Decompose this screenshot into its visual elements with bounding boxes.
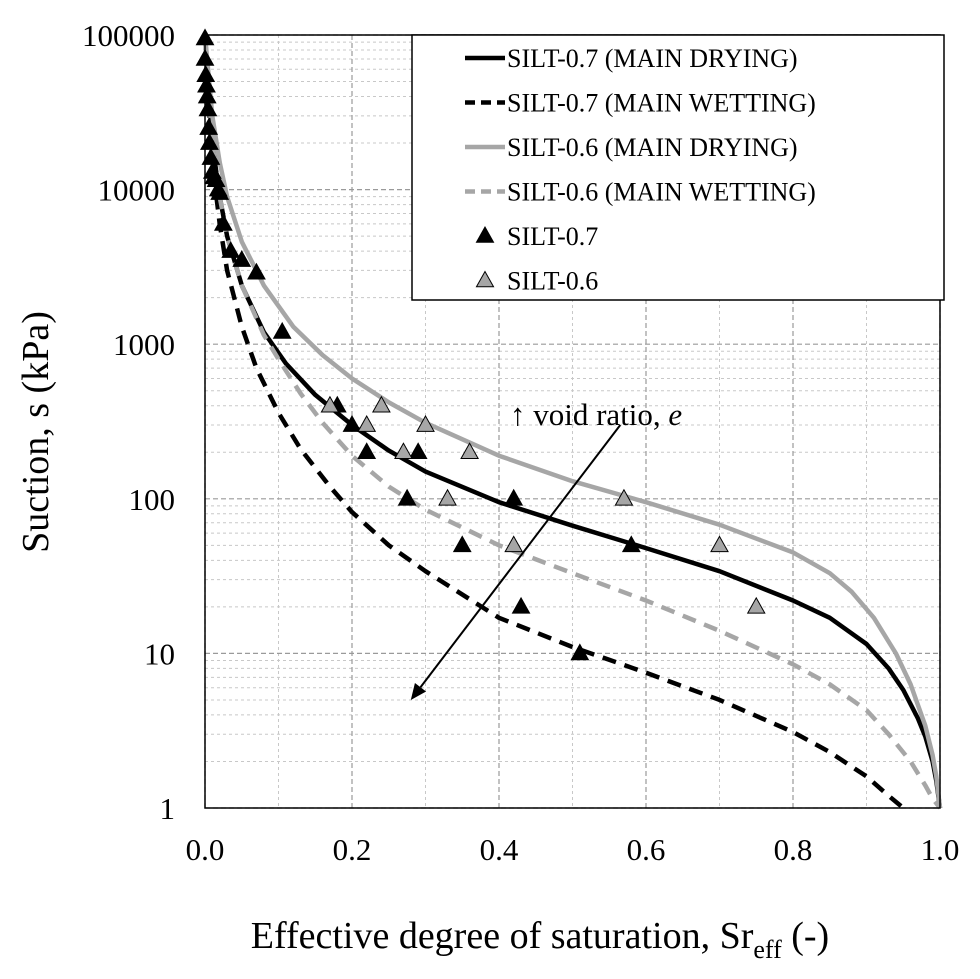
series-line-silt-0-6-main-drying: [202, 34, 943, 809]
legend-swatch: [475, 270, 495, 288]
x-tick-labels: 0.0 0.2 0.4 0.6 0.8 1.0: [186, 832, 960, 867]
data-point-silt-0-7: [504, 488, 524, 506]
data-point-silt-0-6: [460, 442, 480, 460]
data-point-silt-0-7: [272, 321, 292, 339]
x-tick-label: 0.4: [480, 832, 519, 867]
x-tick-label: 0.6: [627, 832, 666, 867]
data-point-silt-0-6: [614, 488, 634, 506]
data-point-silt-0-7: [213, 213, 233, 231]
x-tick-label: 0.8: [774, 832, 813, 867]
void-ratio-label-italic: e: [668, 397, 682, 432]
data-point-silt-0-6: [371, 395, 391, 413]
legend-item-silt-0-6-main-drying: SILT-0.6 (MAIN DRYING): [465, 133, 798, 162]
y-axis-title: Suction, s (kPa): [15, 311, 57, 553]
legend-label: SILT-0.6: [507, 267, 598, 296]
y-tick-label: 100: [129, 482, 176, 517]
legend: SILT-0.7 (MAIN DRYING) SILT-0.7 (MAIN WET…: [411, 34, 945, 301]
data-point-silt-0-7: [221, 241, 241, 258]
data-point-silt-0-7: [210, 183, 230, 200]
legend-label: SILT-0.7 (MAIN DRYING): [507, 44, 798, 73]
legend-item-silt-0-7: SILT-0.7: [475, 222, 598, 251]
data-point-silt-0-7: [342, 415, 362, 432]
legend-box: [411, 34, 945, 301]
void-ratio-arrowhead: [410, 682, 427, 700]
legend-label: SILT-0.6 (MAIN DRYING): [507, 133, 798, 162]
x-tick-label: 1.0: [921, 832, 960, 867]
legend-item-silt-0-6: SILT-0.6: [475, 267, 598, 296]
data-point-silt-0-6: [357, 415, 377, 432]
legend-label: SILT-0.7: [507, 222, 598, 251]
legend-label: SILT-0.7 (MAIN WETTING): [507, 89, 816, 118]
x-axis-title-subscript: eff: [753, 935, 782, 964]
legend-item-silt-0-7-main-wetting: SILT-0.7 (MAIN WETTING): [465, 89, 816, 118]
x-tick-label: 0.2: [333, 832, 372, 867]
data-point-silt-0-6: [394, 442, 413, 460]
data-point-silt-0-7: [357, 442, 377, 460]
legend-label: SILT-0.6 (MAIN WETTING): [507, 178, 816, 207]
legend-swatch: [475, 225, 495, 243]
x-axis-title-suffix: (-): [782, 915, 829, 957]
data-point-silt-0-7: [621, 535, 641, 553]
data-point-silt-0-7: [247, 262, 266, 280]
data-point-silt-0-7: [198, 99, 218, 117]
data-point-silt-0-7: [397, 488, 417, 506]
y-tick-label: 1000: [113, 327, 175, 362]
data-point-silt-0-7: [232, 250, 252, 267]
x-tick-label: 0.0: [186, 832, 225, 867]
data-point-silt-0-6: [320, 395, 340, 413]
x-axis-title: Effective degree of saturation, Sreff (-…: [251, 915, 829, 964]
data-point-silt-0-7: [408, 442, 428, 460]
markers-layer: [195, 28, 766, 661]
legend-item-silt-0-7-main-drying: SILT-0.7 (MAIN DRYING): [465, 44, 798, 73]
data-point-silt-0-6: [416, 415, 435, 432]
series-line-silt-0-7-main-wetting: [202, 34, 905, 810]
data-point-silt-0-6: [746, 596, 766, 614]
y-tick-label: 100000: [82, 18, 175, 53]
data-point-silt-0-6: [438, 488, 457, 506]
data-point-silt-0-6: [710, 535, 729, 553]
y-tick-label: 1: [160, 791, 176, 826]
y-tick-label: 10000: [98, 173, 176, 208]
data-point-silt-0-6: [504, 535, 524, 553]
data-point-silt-0-7: [201, 148, 221, 165]
data-point-silt-0-7: [570, 643, 590, 661]
void-ratio-annotation: ↑ void ratio, e: [410, 397, 682, 700]
series-layer: [202, 34, 943, 810]
y-tick-label: 10: [144, 636, 175, 671]
data-point-silt-0-7: [511, 596, 531, 614]
legend-item-silt-0-6-main-wetting: SILT-0.6 (MAIN WETTING): [465, 178, 816, 207]
void-ratio-arrow: [419, 424, 622, 688]
void-ratio-label: ↑ void ratio, e: [510, 397, 682, 432]
y-tick-labels: 1 10 100 1000 10000 100000: [82, 18, 175, 826]
data-point-silt-0-7: [452, 535, 472, 553]
